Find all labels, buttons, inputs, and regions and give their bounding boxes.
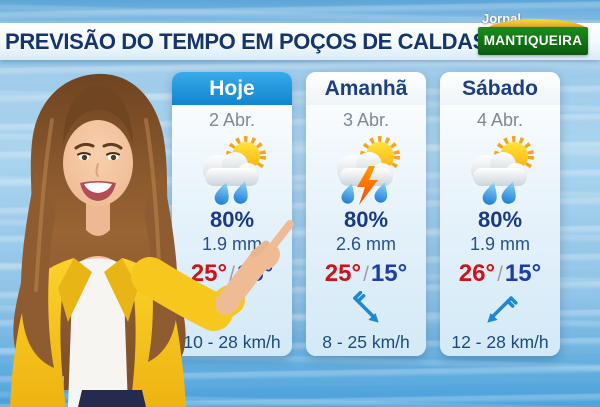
- day-date: 2 Abr.: [208, 110, 256, 130]
- temperature-range: 25°/15°: [191, 260, 273, 288]
- temp-min: 15°: [504, 260, 542, 287]
- temp-max: 25°: [190, 260, 228, 287]
- sun-cloud-storm-icon: [324, 132, 408, 206]
- temp-separator: /: [497, 263, 503, 286]
- sun-cloud-rain-icon: [458, 132, 542, 206]
- temp-separator: /: [229, 263, 235, 286]
- precipitation-chance: 80%: [343, 207, 389, 232]
- temp-max: 25°: [324, 260, 362, 287]
- day-label: Hoje: [172, 72, 292, 105]
- wind-direction-se-icon: [338, 290, 394, 329]
- precipitation-amount: 2.6 mm: [335, 234, 396, 254]
- temp-min: 15°: [370, 260, 408, 287]
- day-date: 4 Abr.: [476, 110, 524, 130]
- temp-min: 15°: [236, 260, 274, 287]
- wind-speed: 8 - 25 km/h: [322, 332, 410, 352]
- temp-max: 26°: [458, 260, 496, 287]
- precipitation-chance: 80%: [209, 207, 255, 232]
- forecast-card-amanha: Amanhã 3 Abr. 80% 2.6 mm 25°/15°: [306, 72, 426, 356]
- wind-direction-sw-icon: [472, 291, 528, 329]
- sun-cloud-rain-icon: [190, 132, 274, 206]
- wind-speed: 10 - 28 km/h: [183, 332, 281, 352]
- day-label: Amanhã: [306, 72, 426, 105]
- wind-speed: 12 - 28 km/h: [451, 332, 549, 352]
- day-date: 3 Abr.: [342, 110, 390, 130]
- temperature-range: 26°/15°: [459, 260, 541, 288]
- precipitation-chance: 80%: [477, 207, 523, 232]
- temperature-range: 25°/15°: [325, 260, 407, 288]
- jornal-mantiqueira-logo: Jornal MANTIQUEIRA: [478, 11, 588, 57]
- day-label: Sábado: [440, 72, 560, 105]
- page-title: PREVISÃO DO TEMPO EM POÇOS DE CALDAS: [5, 29, 487, 54]
- precipitation-amount: 1.9 mm: [201, 234, 262, 254]
- logo-brand-name: MANTIQUEIRA: [478, 27, 588, 55]
- forecast-card-sabado: Sábado 4 Abr. 80% 1.9 mm 26°/15°: [440, 72, 560, 356]
- temp-separator: /: [363, 263, 369, 286]
- precipitation-amount: 1.9 mm: [469, 234, 530, 254]
- forecast-card-hoje: Hoje 2 Abr. 80% 1.9 mm 25°/15° 10 - 28 k…: [172, 72, 292, 356]
